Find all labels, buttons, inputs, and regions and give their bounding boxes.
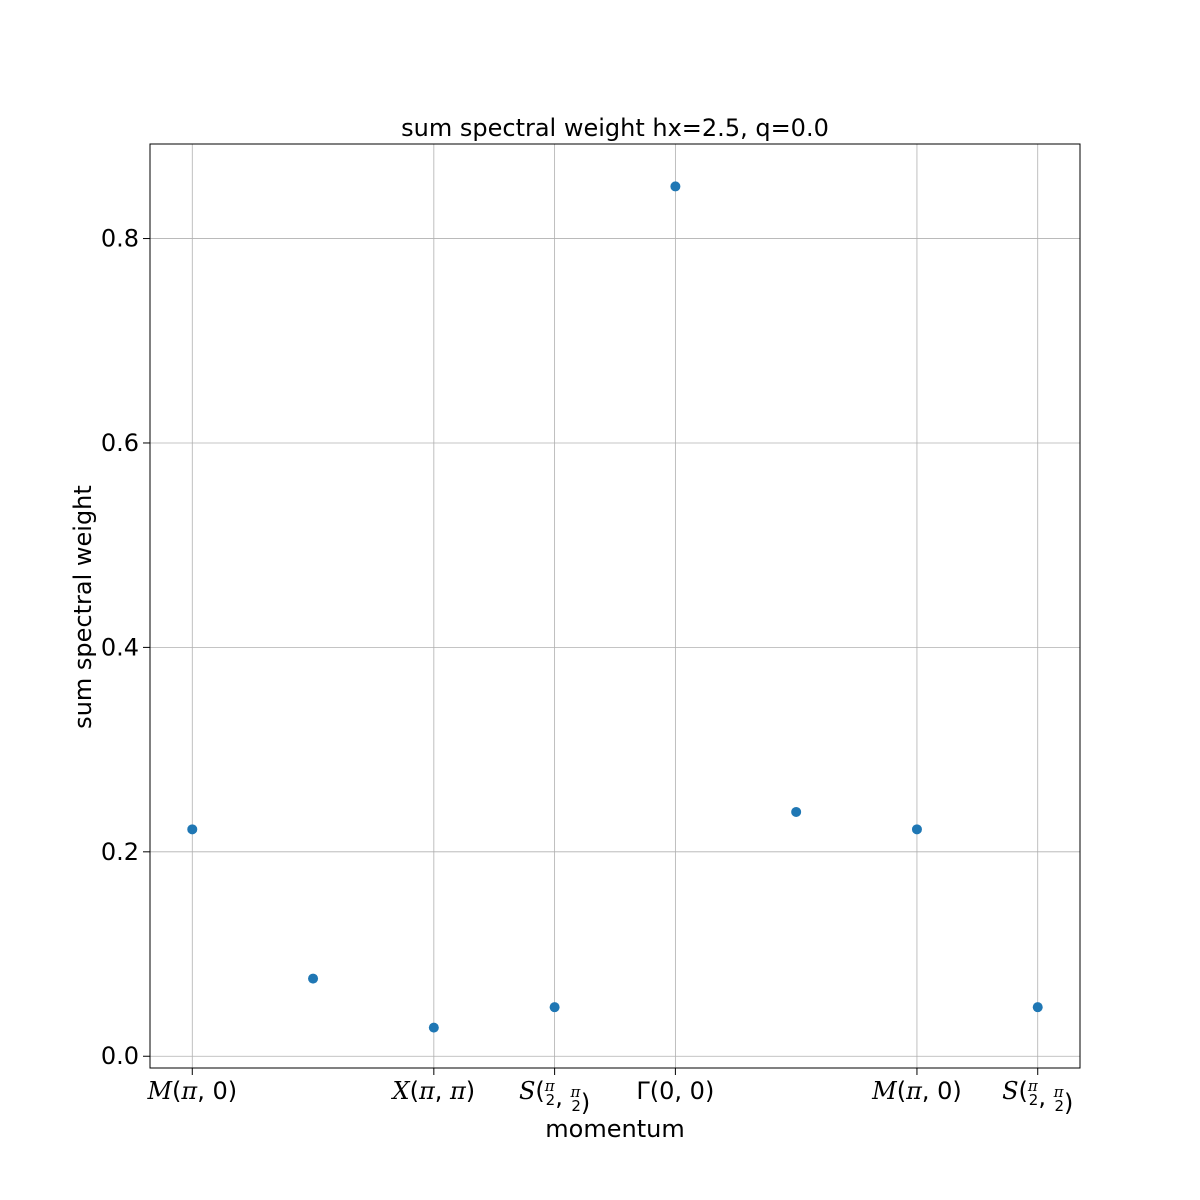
fraction-numerator: π: [569, 1083, 581, 1101]
data-point: [791, 806, 802, 817]
x-tick-label-part: M: [146, 1077, 173, 1105]
x-tick-label: S(π 2, π 2): [519, 1077, 590, 1117]
x-tick-label-part: , 0): [197, 1077, 237, 1105]
chart-title: sum spectral weight hx=2.5, q=0.0: [401, 114, 829, 142]
x-tick-label: M(π, 0): [871, 1077, 962, 1105]
y-tick-label: 0.8: [101, 225, 139, 253]
x-tick-label-part: (: [410, 1077, 419, 1105]
x-tick-label-part: (: [535, 1077, 544, 1105]
y-tick-label: 0.2: [101, 838, 139, 866]
x-tick-label-part: ,: [1038, 1083, 1053, 1111]
y-tick-label: 0.4: [101, 633, 139, 661]
data-point: [670, 181, 681, 192]
fraction-denominator: 2: [1054, 1097, 1064, 1115]
x-tick-label-part: ): [1064, 1089, 1073, 1117]
x-tick-label-part: π: [905, 1077, 923, 1105]
data-point: [428, 1022, 439, 1033]
x-tick-label-part: (: [1019, 1077, 1028, 1105]
data-point: [308, 973, 319, 984]
y-axis-label: sum spectral weight: [69, 485, 97, 729]
x-tick-label-part: π: [180, 1077, 198, 1105]
x-tick-label: Γ(0, 0): [636, 1077, 714, 1105]
fraction-numerator: π: [1027, 1077, 1039, 1095]
x-tick-label-text: S(π 2, π 2): [519, 1077, 590, 1117]
x-tick-label-part: ): [466, 1077, 475, 1105]
x-tick-label-part: S: [1002, 1077, 1018, 1105]
x-axis-label: momentum: [545, 1115, 684, 1143]
y-tick-label: 0.0: [101, 1042, 139, 1070]
x-tick-label-text: M(π, 0): [146, 1077, 237, 1105]
data-point: [187, 824, 198, 835]
y-tick-label: 0.6: [101, 429, 139, 457]
x-tick-label-text: Γ(0, 0): [636, 1077, 714, 1105]
x-tick-label-part: S: [519, 1077, 535, 1105]
grid: [150, 144, 1080, 1068]
ticks: 0.00.20.40.60.8M(π, 0) X(π, π) S(π 2, π 2) Γ(…: [101, 225, 1074, 1117]
fraction-denominator: 2: [546, 1091, 556, 1109]
x-tick-label-part: ,: [435, 1077, 450, 1105]
data-point: [549, 1002, 560, 1013]
x-tick-label-part: ): [581, 1089, 590, 1117]
x-tick-label-part: π: [418, 1077, 436, 1105]
x-tick-label-part: M: [871, 1077, 898, 1105]
x-tick-label-part: , 0): [922, 1077, 962, 1105]
data-point: [1032, 1002, 1043, 1013]
x-tick-label-part: ,: [555, 1083, 570, 1111]
x-tick-label-part: Γ(0, 0): [636, 1077, 714, 1105]
x-tick-label-text: X(π, π): [390, 1077, 475, 1105]
fraction-numerator: π: [544, 1077, 556, 1095]
fraction-numerator: π: [1053, 1083, 1065, 1101]
fraction-denominator: 2: [571, 1097, 581, 1115]
x-tick-label-part: (: [172, 1077, 181, 1105]
x-tick-label-part: (: [897, 1077, 906, 1105]
fraction-denominator: 2: [1029, 1091, 1039, 1109]
data-points: [187, 181, 1043, 1033]
x-tick-label-text: M(π, 0): [871, 1077, 962, 1105]
x-tick-label-part: X: [390, 1077, 410, 1105]
plot-area-frame: [149, 143, 1081, 1069]
x-tick-label: M(π, 0): [146, 1077, 237, 1105]
data-point: [911, 824, 922, 835]
x-tick-label: X(π, π): [390, 1077, 475, 1105]
x-tick-label-text: S(π 2, π 2): [1002, 1077, 1073, 1117]
x-tick-label: S(π 2, π 2): [1002, 1077, 1073, 1117]
x-tick-label-part: π: [449, 1077, 467, 1105]
